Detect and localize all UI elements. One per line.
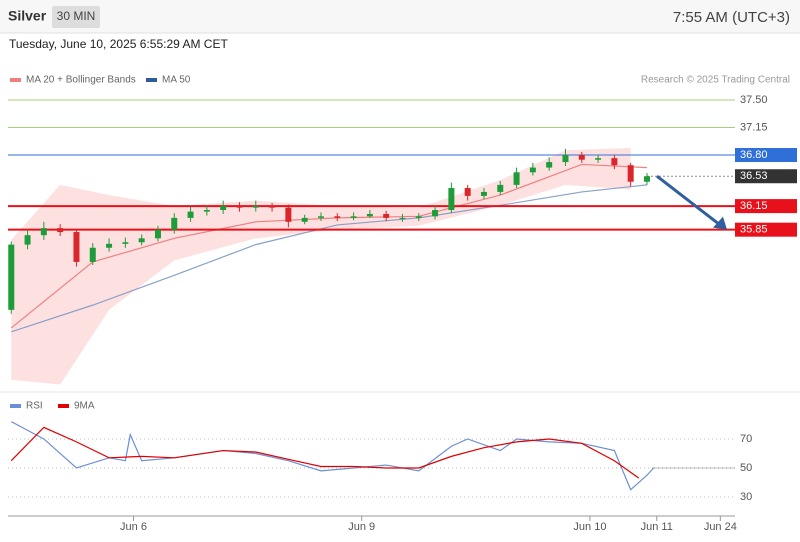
candle-body (529, 167, 536, 173)
candle-body (317, 216, 324, 218)
candle-body (252, 206, 259, 208)
legend-swatch (10, 78, 21, 82)
clock: 7:55 AM (UTC+3) (673, 9, 790, 26)
candle-body (464, 188, 471, 196)
candle-body (285, 207, 292, 222)
candle-body (187, 211, 194, 218)
legend-label: RSI (26, 401, 43, 412)
header-bar (0, 0, 800, 33)
candle-body (578, 155, 585, 160)
candle-body (432, 210, 439, 217)
x-tick-label: Jun 11 (641, 521, 673, 533)
candle-body (497, 184, 504, 192)
interval-badge[interactable] (52, 6, 100, 28)
forecast-arrow (656, 175, 722, 227)
legend-swatch (146, 78, 157, 82)
candle-body (399, 217, 406, 219)
candle-body (40, 228, 47, 236)
candle-body (269, 206, 276, 208)
level-label: 36.15 (740, 200, 768, 212)
candle-body (24, 235, 31, 245)
credit: Research © 2025 Trading Central (641, 75, 790, 86)
legend-swatch (58, 404, 69, 408)
level-label-box (735, 199, 797, 214)
candle-body (154, 229, 161, 239)
level-label: 37.15 (740, 121, 768, 133)
candle-body (350, 216, 357, 218)
candle-body (627, 165, 634, 182)
interval[interactable]: 30 MIN (57, 9, 96, 23)
candle-body (122, 242, 129, 244)
candle-body (171, 217, 178, 230)
level-label: 36.80 (740, 149, 768, 161)
title: Silver (8, 8, 47, 24)
moving-average (11, 184, 648, 333)
candle-body (8, 244, 15, 310)
level-label-box (735, 169, 797, 184)
legend-label: MA 50 (162, 75, 191, 86)
legend-label: MA 20 + Bollinger Bands (26, 75, 136, 86)
y-tick-label: 50 (740, 462, 752, 474)
candle-body (643, 176, 650, 182)
candle-body (138, 238, 145, 243)
candle-body (611, 158, 618, 166)
level-label-box (735, 148, 797, 163)
indicator-line (10, 421, 654, 491)
candle-body (513, 172, 520, 185)
x-tick-label: Jun 6 (120, 521, 147, 533)
timestamp: Tuesday, June 10, 2025 6:55:29 AM CET (9, 37, 228, 51)
x-tick-label: Jun 9 (348, 521, 375, 533)
legend-label: 9MA (74, 401, 95, 412)
candle-body (203, 210, 210, 212)
candle-body (562, 155, 569, 163)
y-tick-label: 70 (740, 433, 752, 445)
candle-body (73, 232, 80, 262)
candle-body (89, 247, 96, 262)
level-label-box (735, 120, 797, 135)
candle-body (236, 206, 243, 208)
indicator-line (10, 426, 640, 479)
candle-body (57, 228, 64, 233)
candle-body (106, 243, 113, 248)
candle-body (220, 206, 227, 211)
legend-swatch (10, 404, 21, 408)
x-tick-label: Jun 10 (573, 521, 606, 533)
y-tick-label: 30 (740, 491, 752, 503)
candle-body (301, 217, 308, 222)
candle-body (383, 213, 390, 218)
bollinger-band (11, 147, 631, 385)
forecast-arrowhead (713, 216, 727, 230)
candle-body (480, 191, 487, 196)
level-label: 36.53 (740, 170, 768, 182)
level-label-box (735, 92, 797, 107)
level-label: 35.85 (740, 224, 768, 236)
candle-body (366, 213, 373, 217)
candle-body (448, 188, 455, 211)
level-label: 37.50 (740, 94, 768, 106)
candle-body (546, 162, 553, 168)
candle-body (415, 216, 422, 218)
level-label-box (735, 222, 797, 237)
x-tick-label: Jun 24 (704, 521, 737, 533)
candle-body (595, 158, 602, 160)
candle-body (334, 216, 341, 218)
